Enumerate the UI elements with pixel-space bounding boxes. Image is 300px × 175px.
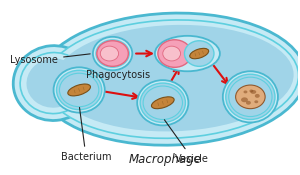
Ellipse shape: [155, 36, 220, 71]
Ellipse shape: [223, 71, 278, 122]
Ellipse shape: [184, 41, 214, 66]
Ellipse shape: [59, 73, 99, 107]
Ellipse shape: [226, 74, 275, 120]
Ellipse shape: [190, 48, 209, 59]
Ellipse shape: [241, 97, 248, 102]
Ellipse shape: [68, 84, 91, 96]
Ellipse shape: [54, 67, 105, 113]
Text: Bacterium: Bacterium: [61, 107, 111, 162]
Ellipse shape: [152, 97, 174, 109]
Ellipse shape: [54, 25, 294, 131]
Ellipse shape: [137, 80, 188, 125]
Ellipse shape: [20, 52, 87, 114]
Ellipse shape: [45, 20, 298, 138]
Ellipse shape: [254, 100, 258, 103]
Ellipse shape: [26, 58, 81, 108]
Ellipse shape: [100, 46, 118, 61]
Ellipse shape: [38, 13, 300, 145]
Text: Phagocytosis: Phagocytosis: [86, 70, 151, 80]
Ellipse shape: [244, 90, 248, 93]
Ellipse shape: [143, 86, 182, 120]
Ellipse shape: [158, 40, 191, 67]
Ellipse shape: [255, 94, 260, 98]
Ellipse shape: [250, 90, 256, 94]
Ellipse shape: [97, 41, 128, 66]
Ellipse shape: [140, 83, 185, 122]
Ellipse shape: [249, 89, 253, 92]
Text: Lysosome: Lysosome: [10, 54, 90, 65]
Text: Macrophage: Macrophage: [128, 153, 201, 166]
Ellipse shape: [246, 101, 251, 105]
Ellipse shape: [96, 40, 129, 67]
Ellipse shape: [229, 77, 272, 117]
Text: Vesicle: Vesicle: [164, 120, 209, 164]
Ellipse shape: [163, 46, 181, 61]
Ellipse shape: [56, 70, 102, 110]
Ellipse shape: [236, 85, 265, 109]
Ellipse shape: [13, 46, 94, 121]
Ellipse shape: [93, 37, 132, 70]
